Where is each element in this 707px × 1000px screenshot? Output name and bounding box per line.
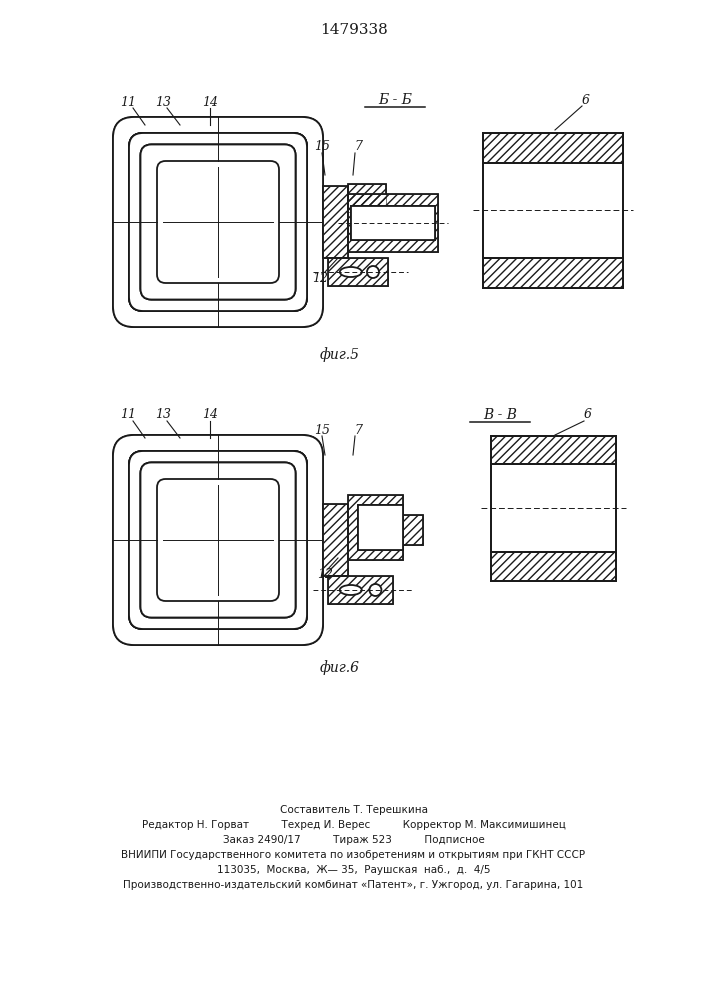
FancyBboxPatch shape xyxy=(129,133,307,311)
Bar xyxy=(483,132,623,162)
Ellipse shape xyxy=(340,267,362,277)
Bar xyxy=(348,184,386,212)
FancyBboxPatch shape xyxy=(142,146,294,298)
Text: Составитель Т. Терешкина: Составитель Т. Терешкина xyxy=(279,805,428,815)
Text: 113035,  Москва,  Ж— 35,  Раушская  наб.,  д.  4/5: 113035, Москва, Ж— 35, Раушская наб., д.… xyxy=(217,865,490,875)
FancyBboxPatch shape xyxy=(141,462,296,617)
Bar xyxy=(328,258,388,286)
FancyBboxPatch shape xyxy=(141,462,296,617)
Bar xyxy=(403,515,423,545)
Bar xyxy=(491,436,616,464)
FancyBboxPatch shape xyxy=(157,479,279,601)
Text: 15: 15 xyxy=(314,140,330,153)
Bar xyxy=(491,552,616,580)
Bar xyxy=(483,132,623,162)
Text: Б - Б: Б - Б xyxy=(378,93,412,107)
Bar xyxy=(323,186,348,258)
FancyBboxPatch shape xyxy=(157,161,279,283)
FancyBboxPatch shape xyxy=(129,451,307,629)
Circle shape xyxy=(367,266,379,278)
Text: фиг.6: фиг.6 xyxy=(320,661,360,675)
Text: 6: 6 xyxy=(584,408,592,422)
FancyBboxPatch shape xyxy=(130,452,305,628)
Bar xyxy=(323,186,348,258)
FancyBboxPatch shape xyxy=(141,144,296,300)
Bar xyxy=(348,495,403,560)
Bar xyxy=(491,552,616,580)
Text: Производственно-издательский комбинат «Патент», г. Ужгород, ул. Гагарина, 101: Производственно-издательский комбинат «П… xyxy=(124,880,583,890)
Text: 7: 7 xyxy=(354,424,362,436)
FancyBboxPatch shape xyxy=(141,144,296,300)
Text: В - В: В - В xyxy=(483,408,517,422)
Bar xyxy=(483,257,623,288)
Bar xyxy=(323,504,348,576)
FancyBboxPatch shape xyxy=(113,435,323,645)
Bar xyxy=(358,505,403,550)
Bar xyxy=(351,206,435,240)
FancyBboxPatch shape xyxy=(142,464,294,616)
Bar xyxy=(351,206,435,240)
Text: 12: 12 xyxy=(312,271,328,284)
Bar xyxy=(348,194,438,252)
FancyBboxPatch shape xyxy=(129,451,307,629)
Text: 7: 7 xyxy=(354,140,362,153)
Text: 13: 13 xyxy=(155,408,171,422)
Text: Заказ 2490/17          Тираж 523          Подписное: Заказ 2490/17 Тираж 523 Подписное xyxy=(223,835,484,845)
Text: 11: 11 xyxy=(120,408,136,422)
Bar xyxy=(328,258,388,286)
Text: 14: 14 xyxy=(202,96,218,108)
Bar xyxy=(491,436,616,464)
Text: 6: 6 xyxy=(582,94,590,106)
Text: 11: 11 xyxy=(120,96,136,108)
Bar xyxy=(358,505,403,550)
Bar xyxy=(328,576,393,604)
Bar xyxy=(348,194,438,252)
Bar xyxy=(483,257,623,288)
Circle shape xyxy=(370,584,382,596)
Text: 1479338: 1479338 xyxy=(320,23,387,37)
Text: Редактор Н. Горват          Техред И. Верес          Корректор М. Максимишинец: Редактор Н. Горват Техред И. Верес Корре… xyxy=(141,820,566,830)
Text: 13: 13 xyxy=(155,96,171,108)
Text: фиг.5: фиг.5 xyxy=(320,348,360,362)
FancyBboxPatch shape xyxy=(130,134,305,310)
Bar xyxy=(483,162,623,257)
Text: 14: 14 xyxy=(202,408,218,422)
Text: 15: 15 xyxy=(314,424,330,436)
FancyBboxPatch shape xyxy=(129,133,307,311)
Bar xyxy=(491,464,616,552)
Bar xyxy=(348,184,386,212)
Text: ВНИИПИ Государственного комитета по изобретениям и открытиям при ГКНТ СССР: ВНИИПИ Государственного комитета по изоб… xyxy=(122,850,585,860)
Bar xyxy=(403,515,423,545)
Bar xyxy=(348,495,403,560)
Bar xyxy=(328,576,393,604)
FancyBboxPatch shape xyxy=(113,117,323,327)
FancyBboxPatch shape xyxy=(129,133,307,311)
Ellipse shape xyxy=(340,585,362,595)
Bar xyxy=(323,504,348,576)
Text: 12: 12 xyxy=(317,568,333,582)
FancyBboxPatch shape xyxy=(129,451,307,629)
